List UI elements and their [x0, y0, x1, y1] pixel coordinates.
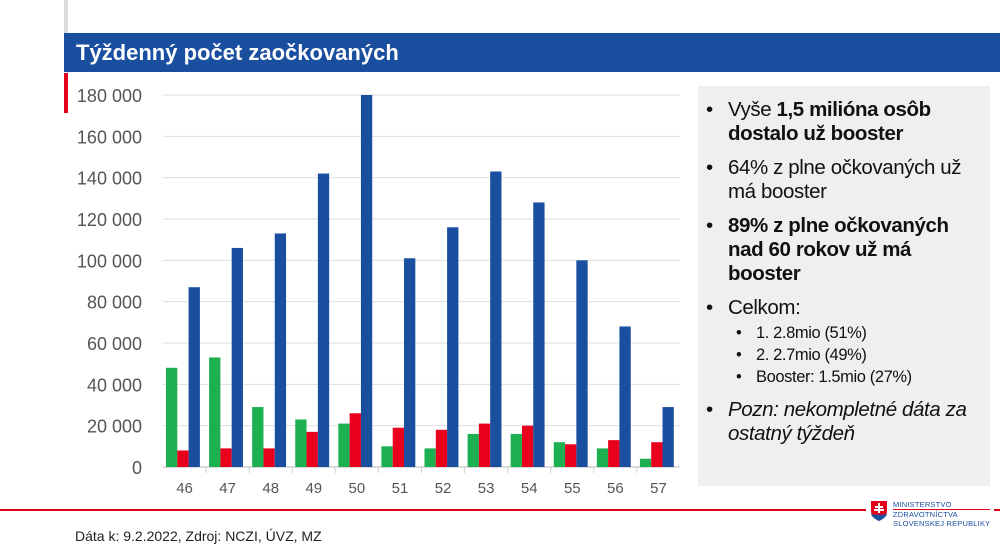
bar-week-56-series-1 — [596, 448, 609, 467]
bullet-booster-60: • 89% z plne očkovaných nad 60 rokov už m… — [706, 214, 984, 286]
bar-week-53-series-2 — [478, 423, 491, 467]
bar-week-55-series-2 — [565, 444, 577, 467]
bar-week-48-series-1 — [252, 407, 264, 467]
x-tick-label: 53 — [478, 480, 495, 497]
logo-text: MINISTERSTVO — [893, 500, 991, 510]
sub-bullet: • 1. 2.8mio (51%) — [736, 324, 867, 342]
bar-week-47-series-3 — [231, 247, 243, 467]
bar-week-50-series-2 — [349, 413, 361, 467]
bar-week-57-series-1 — [639, 458, 652, 467]
bullet-total: • Celkom: — [706, 296, 801, 319]
text-bold: 89% z plne očkovaných nad 60 rokov už má… — [728, 214, 949, 285]
source-note: Dáta k: 9.2.2022, Zdroj: NCZI, ÚVZ, MZ — [75, 528, 322, 544]
x-tick-label: 49 — [305, 480, 322, 497]
text: Booster: 1.5mio (27%) — [756, 368, 912, 386]
bar-week-54-series-3 — [533, 202, 545, 467]
bar-week-48-series-2 — [263, 448, 275, 467]
bullet-booster-total: • Vyše 1,5 milióna osôb dostalo už booste… — [706, 98, 931, 145]
bar-week-50-series-1 — [338, 423, 350, 467]
bar-week-57-series-2 — [651, 442, 663, 467]
bar-week-51-series-2 — [392, 427, 405, 467]
text-italic: Pozn: nekompletné dáta za ostatný týždeň — [728, 398, 967, 445]
bar-week-47-series-1 — [209, 357, 221, 467]
text: Celkom: — [728, 296, 801, 319]
decorative-line — [64, 0, 68, 33]
bar-week-53-series-1 — [467, 433, 479, 467]
bar-week-55-series-3 — [576, 260, 588, 467]
y-tick-label: 80 000 — [87, 293, 142, 313]
x-tick-label: 47 — [219, 480, 236, 497]
bar-week-48-series-3 — [274, 233, 287, 467]
bar-week-49-series-1 — [295, 419, 307, 467]
bar-week-56-series-2 — [608, 440, 620, 467]
bar-week-47-series-2 — [220, 448, 232, 467]
text: 1. 2.8mio (51%) — [756, 324, 867, 342]
ministry-logo: MINISTERSTVO ZDRAVOTNÍCTVA SLOVENSKEJ RE… — [866, 500, 995, 528]
bar-week-49-series-2 — [306, 431, 318, 467]
x-tick-label: 51 — [392, 480, 409, 497]
bar-week-52-series-1 — [424, 448, 436, 467]
y-tick-label: 20 000 — [87, 417, 142, 437]
x-tick-label: 56 — [607, 480, 624, 497]
logo-text: ZDRAVOTNÍCTVA — [893, 510, 958, 519]
y-tick-label: 40 000 — [87, 375, 142, 395]
bar-week-46-series-3 — [188, 287, 200, 467]
bar-week-51-series-1 — [381, 446, 393, 467]
bar-week-50-series-3 — [360, 95, 373, 467]
page-title: Týždenný počet zaočkovaných — [64, 33, 1000, 72]
bar-week-55-series-1 — [553, 442, 566, 467]
text-bold: 1,5 milióna osôb dostalo už booster — [728, 98, 931, 145]
x-tick-label: 50 — [349, 480, 366, 497]
sub-bullet: • Booster: 1.5mio (27%) — [736, 368, 912, 386]
text: 2. 2.7mio (49%) — [756, 346, 867, 364]
text: 64% z plne očkovaných už má booster — [728, 156, 962, 203]
sub-bullet: • 2. 2.7mio (49%) — [736, 346, 867, 364]
logo-text: SLOVENSKEJ REPUBLIKY — [893, 519, 991, 528]
y-tick-label: 60 000 — [87, 334, 142, 354]
bullet-note: • Pozn: nekompletné dáta za ostatný týžde… — [706, 398, 984, 446]
bar-week-53-series-3 — [490, 171, 502, 467]
x-tick-label: 57 — [650, 480, 667, 497]
summary-panel: • Vyše 1,5 milióna osôb dostalo už booste… — [698, 86, 990, 486]
x-tick-label: 54 — [521, 480, 538, 497]
x-tick-label: 48 — [262, 480, 279, 497]
bar-week-54-series-1 — [510, 433, 522, 467]
x-tick-label: 52 — [435, 480, 452, 497]
bullet-booster-share: • 64% z plne očkovaných už má booster — [706, 156, 984, 204]
bar-week-51-series-3 — [404, 258, 416, 467]
coat-of-arms-icon — [871, 501, 887, 521]
bar-week-52-series-3 — [447, 227, 459, 467]
bar-week-52-series-2 — [435, 429, 448, 467]
bar-chart: 0 20 000 40 000 60 000 80 000 100 000 120 000 1… — [77, 86, 680, 497]
y-tick-label: 180 000 — [77, 86, 142, 106]
text: Vyše — [728, 98, 777, 121]
bar-week-54-series-2 — [521, 425, 534, 467]
accent-mark — [64, 73, 68, 113]
y-tick-label: 120 000 — [77, 210, 142, 230]
bar-week-46-series-1 — [166, 367, 178, 467]
x-tick-label: 55 — [564, 480, 581, 497]
bar-week-49-series-3 — [317, 173, 330, 467]
bar-week-56-series-3 — [619, 326, 631, 467]
bar-week-57-series-3 — [662, 407, 674, 467]
footer-divider — [0, 509, 1000, 511]
y-tick-label: 0 — [132, 458, 142, 478]
y-tick-label: 140 000 — [77, 169, 142, 189]
y-tick-label: 160 000 — [77, 127, 142, 147]
y-tick-label: 100 000 — [77, 251, 142, 271]
x-tick-label: 46 — [176, 480, 193, 497]
bar-week-46-series-2 — [177, 450, 189, 467]
